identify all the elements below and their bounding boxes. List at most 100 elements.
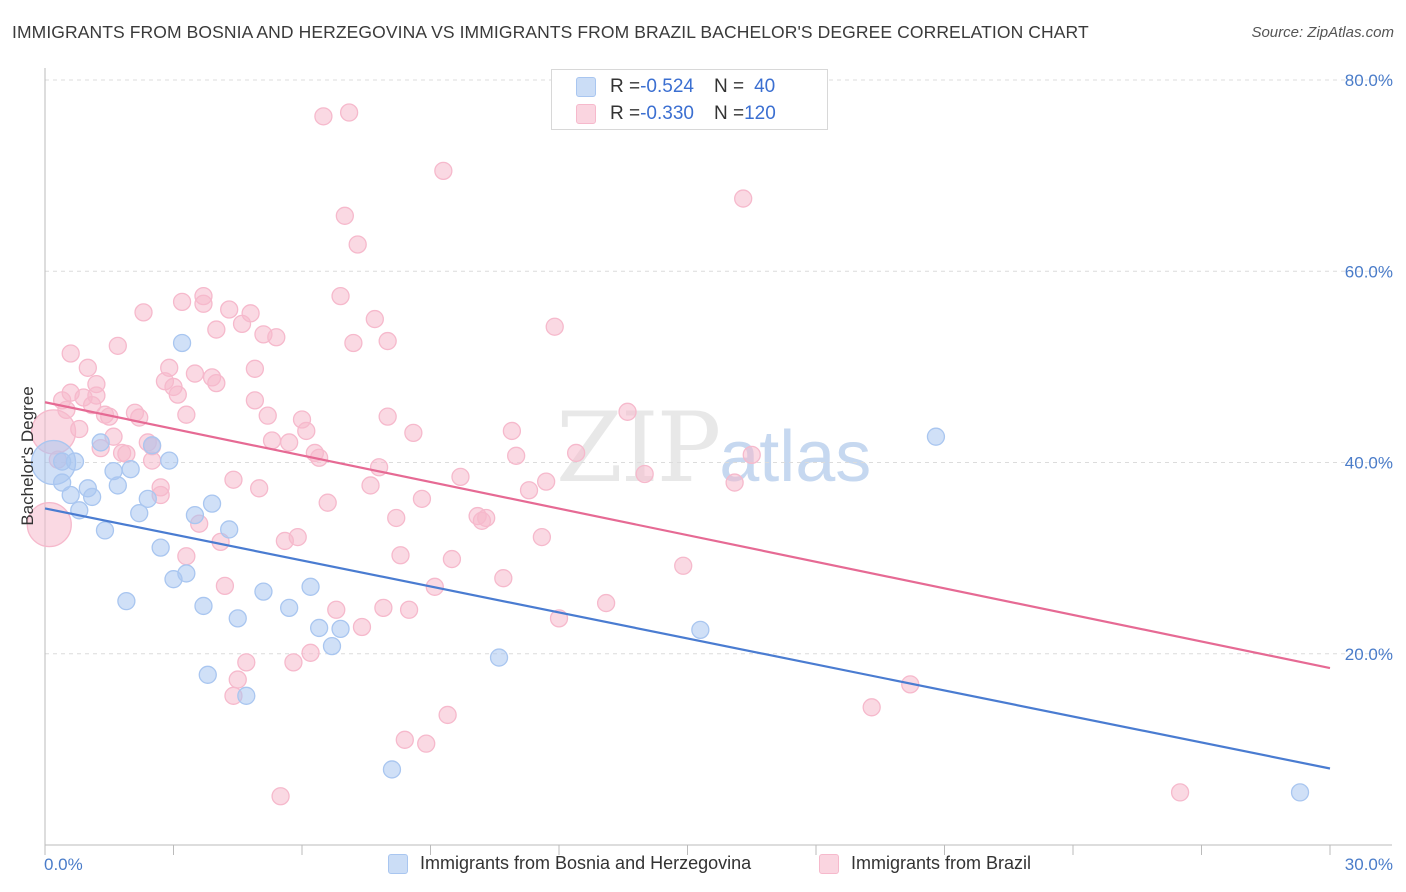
point-brazil xyxy=(194,294,213,313)
point-bosnia xyxy=(82,487,102,507)
point-brazil xyxy=(494,569,513,588)
point-brazil xyxy=(434,161,453,180)
y-tick-label: 40.0% xyxy=(1345,454,1393,473)
point-bosnia xyxy=(309,618,329,638)
point-brazil xyxy=(417,734,436,753)
point-brazil xyxy=(134,303,153,322)
point-brazil xyxy=(215,576,235,596)
point-brazil xyxy=(160,358,179,377)
stats-swatch-bosnia xyxy=(576,77,596,97)
point-brazil xyxy=(635,464,654,484)
bottom-legend: Immigrants from Bosnia and Herzegovina I… xyxy=(0,850,1406,880)
point-bosnia xyxy=(130,504,149,523)
r-label: R = xyxy=(610,76,641,97)
point-brazil xyxy=(177,547,196,566)
point-bosnia xyxy=(926,427,946,446)
point-brazil xyxy=(374,598,393,617)
point-brazil xyxy=(250,479,269,498)
point-brazil xyxy=(245,391,265,410)
point-brazil xyxy=(228,670,247,689)
point-bosnia xyxy=(65,452,85,471)
point-brazil xyxy=(284,653,303,672)
point-brazil xyxy=(344,333,363,353)
r-value: -0.330 xyxy=(640,103,694,124)
point-brazil xyxy=(297,421,316,441)
point-bosnia xyxy=(382,760,402,779)
point-bosnia xyxy=(489,648,509,667)
point-brazil xyxy=(70,419,89,439)
point-bosnia xyxy=(228,609,247,628)
point-brazil xyxy=(207,373,226,393)
point-brazil xyxy=(314,107,333,126)
point-brazil xyxy=(318,493,337,512)
y-tick-label: 60.0% xyxy=(1345,262,1393,281)
legend-label-brazil: Immigrants from Brazil xyxy=(851,853,1032,873)
point-bosnia xyxy=(1290,783,1310,802)
point-brazil xyxy=(258,406,277,425)
trend-line-brazil xyxy=(44,401,1331,670)
point-brazil xyxy=(361,476,380,495)
stats-swatch-brazil xyxy=(576,104,596,124)
point-bosnia xyxy=(52,473,72,492)
point-brazil xyxy=(207,320,226,339)
point-brazil xyxy=(477,508,496,528)
point-bosnia xyxy=(254,582,273,601)
point-brazil xyxy=(87,374,106,394)
point-brazil xyxy=(442,549,462,569)
point-bosnia xyxy=(108,476,127,495)
stats-legend: R = -0.524 N = 40 R = -0.330 N = 120 xyxy=(551,69,828,130)
point-brazil xyxy=(352,617,372,637)
point-brazil xyxy=(26,502,72,548)
point-bosnia xyxy=(194,596,213,616)
n-label: N = xyxy=(713,103,745,124)
point-brazil xyxy=(339,103,359,122)
point-brazil xyxy=(168,385,187,404)
point-bosnia xyxy=(142,436,162,455)
point-brazil xyxy=(224,470,243,489)
point-brazil xyxy=(399,600,419,619)
point-brazil xyxy=(451,467,470,486)
point-brazil xyxy=(288,527,307,547)
trend-line-bosnia xyxy=(44,507,1331,770)
point-brazil xyxy=(331,286,350,306)
point-brazil xyxy=(532,527,552,547)
source-label: Source: ZipAtlas.com xyxy=(1251,24,1394,41)
point-brazil xyxy=(271,787,290,806)
point-brazil xyxy=(335,206,354,225)
point-brazil xyxy=(177,405,196,424)
point-brazil xyxy=(378,407,397,426)
point-brazil xyxy=(566,443,586,463)
x-tick-label: 30.0% xyxy=(1345,855,1393,874)
point-brazil xyxy=(1170,783,1190,802)
point-bosnia xyxy=(220,520,239,539)
point-bosnia xyxy=(160,451,179,470)
point-brazil xyxy=(378,331,397,351)
point-bosnia xyxy=(138,489,157,508)
point-bosnia xyxy=(95,521,115,540)
point-brazil xyxy=(725,473,744,492)
point-brazil xyxy=(267,328,286,347)
stats-row-brazil: R = -0.330 N = 120 xyxy=(576,102,776,126)
point-brazil xyxy=(596,593,616,613)
point-brazil xyxy=(674,556,693,575)
legend-swatch-brazil xyxy=(819,853,839,874)
point-brazil xyxy=(185,364,205,383)
point-bosnia xyxy=(91,433,110,452)
point-bosnia xyxy=(185,505,205,525)
r-label: R = xyxy=(610,103,641,124)
point-bosnia xyxy=(237,686,256,705)
point-brazil xyxy=(327,600,346,619)
point-brazil xyxy=(117,444,136,464)
trend-lines xyxy=(44,401,1331,770)
point-brazil xyxy=(220,300,239,319)
point-brazil xyxy=(519,481,539,500)
axes xyxy=(44,68,1392,855)
stats-row-bosnia: R = -0.524 N = 40 xyxy=(576,75,775,99)
y-tick-label: 20.0% xyxy=(1345,645,1393,664)
point-bosnia xyxy=(322,636,342,656)
n-value: 120 xyxy=(744,103,776,124)
point-brazil xyxy=(391,546,410,565)
point-brazil xyxy=(438,705,457,725)
point-bosnia xyxy=(61,485,80,505)
point-brazil xyxy=(742,445,761,465)
